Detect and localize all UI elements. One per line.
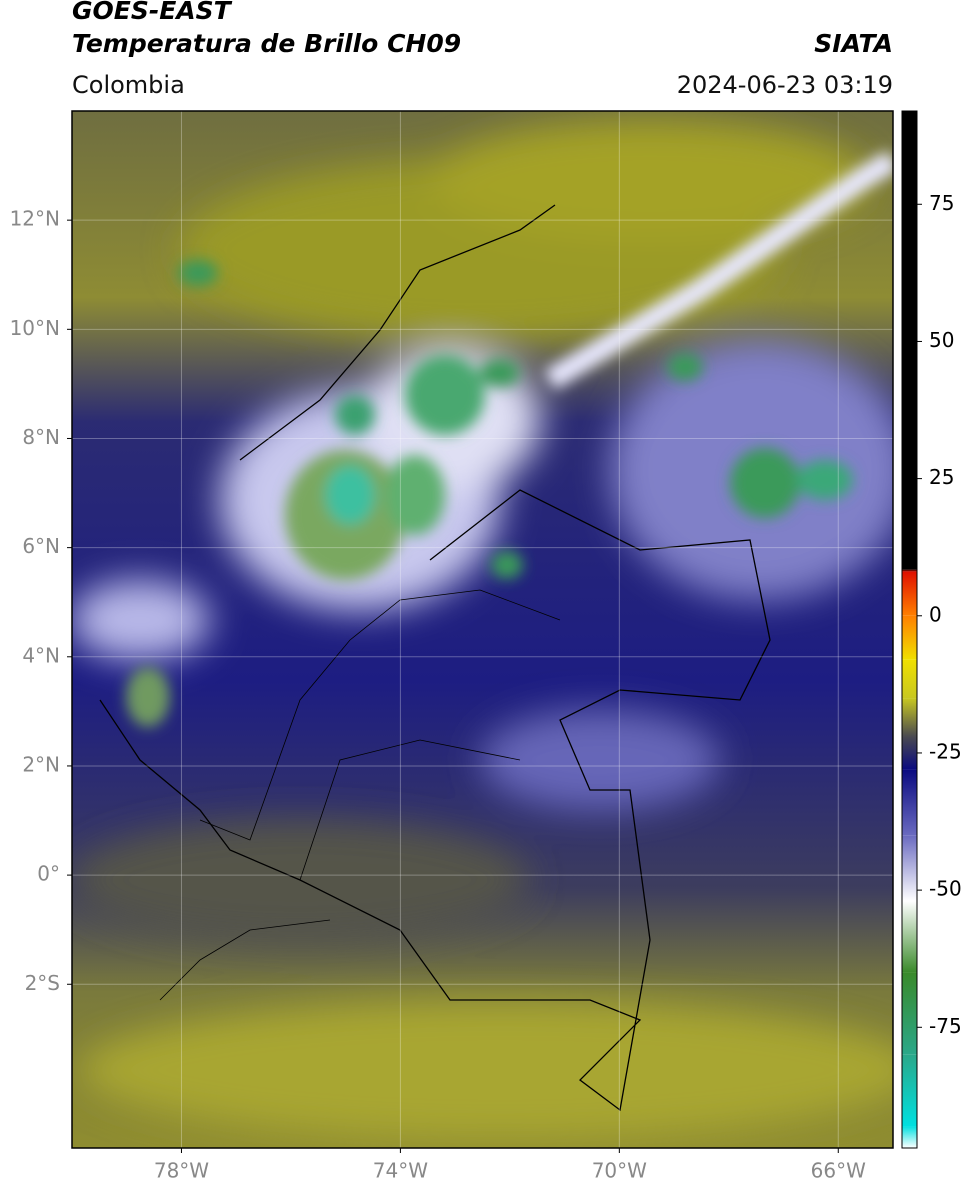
x-tick-label: 74°W [373,1159,428,1183]
colorbar-segment [902,569,917,572]
colorbar-tick-label: -25 [929,739,962,763]
colorbar-segment [902,111,917,570]
x-tick-label: 78°W [154,1159,209,1183]
y-tick-label: 2°S [25,971,60,995]
colorbar-segment [902,972,917,1055]
y-tick-label: 0° [37,862,60,886]
colorbar-tick-label: 25 [929,465,954,489]
colorbar-tick-label: -50 [929,877,962,901]
y-tick-label: 6°N [22,534,60,558]
x-tick-label: 70°W [592,1159,647,1183]
colorbar-tick-label: -75 [929,1014,962,1038]
colorbar-segment [902,901,917,973]
colorbar-segment [902,769,917,836]
title: GOES-EAST [72,0,233,25]
satellite-image [72,111,893,1148]
map-frame [71,110,894,1149]
colorbar-tick-label: 75 [929,191,954,215]
colorbar-segment [902,659,917,699]
y-tick-label: 8°N [22,425,60,449]
source: SIATA [814,29,893,58]
colorbar-tick-label: 50 [929,328,954,352]
y-tick-label: 4°N [22,643,60,667]
colorbar-segment [902,1126,917,1148]
colorbar-segment [902,571,917,616]
timestamp: 2024-06-23 03:19 [677,71,893,99]
colorbar-segment [902,736,917,770]
colorbar-segment [902,615,917,660]
subtitle: Temperatura de Brillo CH09 [72,29,461,58]
colorbar-frame [901,110,918,1149]
region: Colombia [72,71,185,99]
colorbar-segment [902,835,917,902]
y-tick-label: 10°N [10,316,60,340]
x-tick-label: 66°W [811,1159,866,1183]
y-tick-label: 12°N [10,207,60,231]
colorbar-tick-label: 0 [929,602,942,626]
colorbar-segment [902,698,917,737]
colorbar-segment [902,1054,917,1127]
y-tick-label: 2°N [22,752,60,776]
